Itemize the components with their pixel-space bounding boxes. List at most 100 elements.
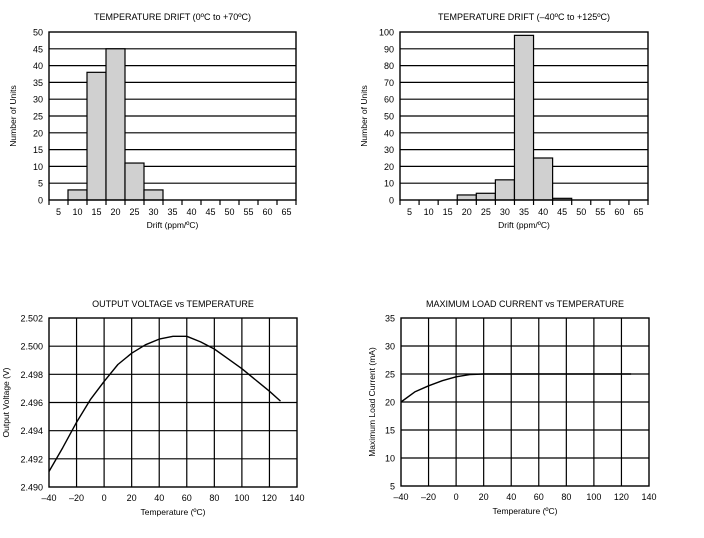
y-axis-label: Output Voltage (V)	[1, 367, 11, 437]
bar	[143, 189, 164, 201]
y-tick-label: 2.490	[20, 483, 43, 493]
chart-1: TEMPERATURE DRIFT (0ºC to +70ºC) 0 5 10 15 20…	[8, 12, 297, 230]
y-tick-label: 5	[38, 179, 43, 189]
y-tick-label: 30	[384, 145, 394, 155]
y-tick-label: 0	[389, 196, 394, 206]
x-tick-label: 0	[454, 492, 459, 502]
y-tick-label: 10	[385, 454, 395, 464]
x-tick-label: –20	[421, 492, 436, 502]
x-tick-label: 5	[56, 207, 61, 217]
chart-title: MAXIMUM LOAD CURRENT vs TEMPERATURE	[426, 299, 624, 309]
x-tick-label: 40	[506, 492, 516, 502]
x-tick-label: 30	[500, 207, 510, 217]
y-tick-label: 35	[33, 78, 43, 88]
y-tick-label: 100	[379, 28, 394, 38]
series-line	[48, 335, 281, 472]
y-tick-label: 60	[384, 95, 394, 105]
y-tick-label: 25	[33, 112, 43, 122]
bar	[124, 162, 145, 201]
x-axis-label: Drift (ppm/ºC)	[498, 220, 550, 230]
series-line	[400, 373, 632, 403]
x-tick-label: 100	[234, 493, 249, 503]
x-tick-label: 5	[407, 207, 412, 217]
x-tick-label: 60	[614, 207, 624, 217]
bar	[494, 179, 516, 201]
y-tick-label: 45	[33, 44, 43, 54]
x-tick-label: 20	[462, 207, 472, 217]
y-tick-label: 2.502	[20, 314, 43, 324]
y-tick-label: 35	[385, 314, 395, 324]
x-tick-label: 25	[129, 207, 139, 217]
bar	[532, 157, 554, 201]
y-tick-label: 5	[390, 482, 395, 492]
x-tick-label: 140	[289, 493, 304, 503]
y-tick-label: 40	[384, 128, 394, 138]
chart-2: TEMPERATURE DRIFT (–40ºC to +125ºC) 0 10 20…	[359, 12, 649, 230]
plot-frame	[400, 317, 650, 487]
x-tick-label: 20	[110, 207, 120, 217]
y-tick-label: 20	[33, 128, 43, 138]
x-tick-label: 15	[91, 207, 101, 217]
y-tick-label: 2.494	[20, 426, 43, 436]
x-tick-label: 80	[561, 492, 571, 502]
x-tick-label: 15	[443, 207, 453, 217]
y-tick-label: 20	[384, 162, 394, 172]
x-tick-label: 80	[209, 493, 219, 503]
chart-title: TEMPERATURE DRIFT (–40ºC to +125ºC)	[438, 12, 610, 22]
x-tick-label: 55	[595, 207, 605, 217]
x-tick-label: 60	[182, 493, 192, 503]
y-axis-label: Number of Units	[8, 85, 18, 146]
x-tick-label: 40	[538, 207, 548, 217]
chart-title: TEMPERATURE DRIFT (0ºC to +70ºC)	[94, 12, 251, 22]
x-tick-label: 30	[148, 207, 158, 217]
chart-title: OUTPUT VOLTAGE vs TEMPERATURE	[92, 299, 254, 309]
y-tick-label: 2.500	[20, 342, 43, 352]
x-tick-label: 50	[224, 207, 234, 217]
chart-3: OUTPUT VOLTAGE vs TEMPERATURE 2.490 2.492 2…	[1, 299, 305, 517]
x-tick-label: 120	[262, 493, 277, 503]
x-tick-label: 10	[424, 207, 434, 217]
x-tick-label: 65	[281, 207, 291, 217]
plot-frame	[48, 31, 297, 201]
y-tick-label: 25	[385, 370, 395, 380]
x-tick-label: 140	[641, 492, 656, 502]
x-tick-label: 40	[186, 207, 196, 217]
x-tick-label: 50	[576, 207, 586, 217]
x-axis-label: Drift (ppm/ºC)	[147, 220, 199, 230]
x-tick-label: 20	[127, 493, 137, 503]
y-tick-label: 0	[38, 196, 43, 206]
y-tick-label: 30	[385, 342, 395, 352]
y-tick-label: 90	[384, 44, 394, 54]
y-axis-label: Number of Units	[359, 85, 369, 146]
x-axis-label: Temperature (ºC)	[141, 507, 206, 517]
y-tick-label: 10	[384, 179, 394, 189]
x-tick-label: 35	[519, 207, 529, 217]
y-tick-label: 80	[384, 61, 394, 71]
y-tick-label: 30	[33, 95, 43, 105]
x-tick-label: 25	[481, 207, 491, 217]
y-tick-label: 70	[384, 78, 394, 88]
y-tick-label: 50	[33, 28, 43, 38]
x-tick-label: 45	[557, 207, 567, 217]
bar	[86, 71, 107, 201]
x-tick-label: 40	[154, 493, 164, 503]
x-tick-label: –40	[41, 493, 56, 503]
y-tick-label: 20	[385, 398, 395, 408]
plot-frame	[399, 31, 649, 201]
bar	[475, 192, 496, 201]
x-tick-label: 20	[479, 492, 489, 502]
x-tick-label: 55	[243, 207, 253, 217]
x-tick-label: 60	[534, 492, 544, 502]
y-tick-label: 2.496	[20, 398, 43, 408]
bar	[513, 34, 535, 201]
bar	[105, 48, 126, 201]
x-tick-label: 35	[167, 207, 177, 217]
plot-frame	[48, 317, 298, 488]
x-tick-label: 0	[102, 493, 107, 503]
y-tick-label: 15	[385, 426, 395, 436]
y-tick-label: 40	[33, 61, 43, 71]
chart-4: MAXIMUM LOAD CURRENT vs TEMPERATURE 5 10 15…	[367, 299, 657, 516]
y-tick-label: 2.492	[20, 454, 43, 464]
x-tick-label: –20	[69, 493, 84, 503]
